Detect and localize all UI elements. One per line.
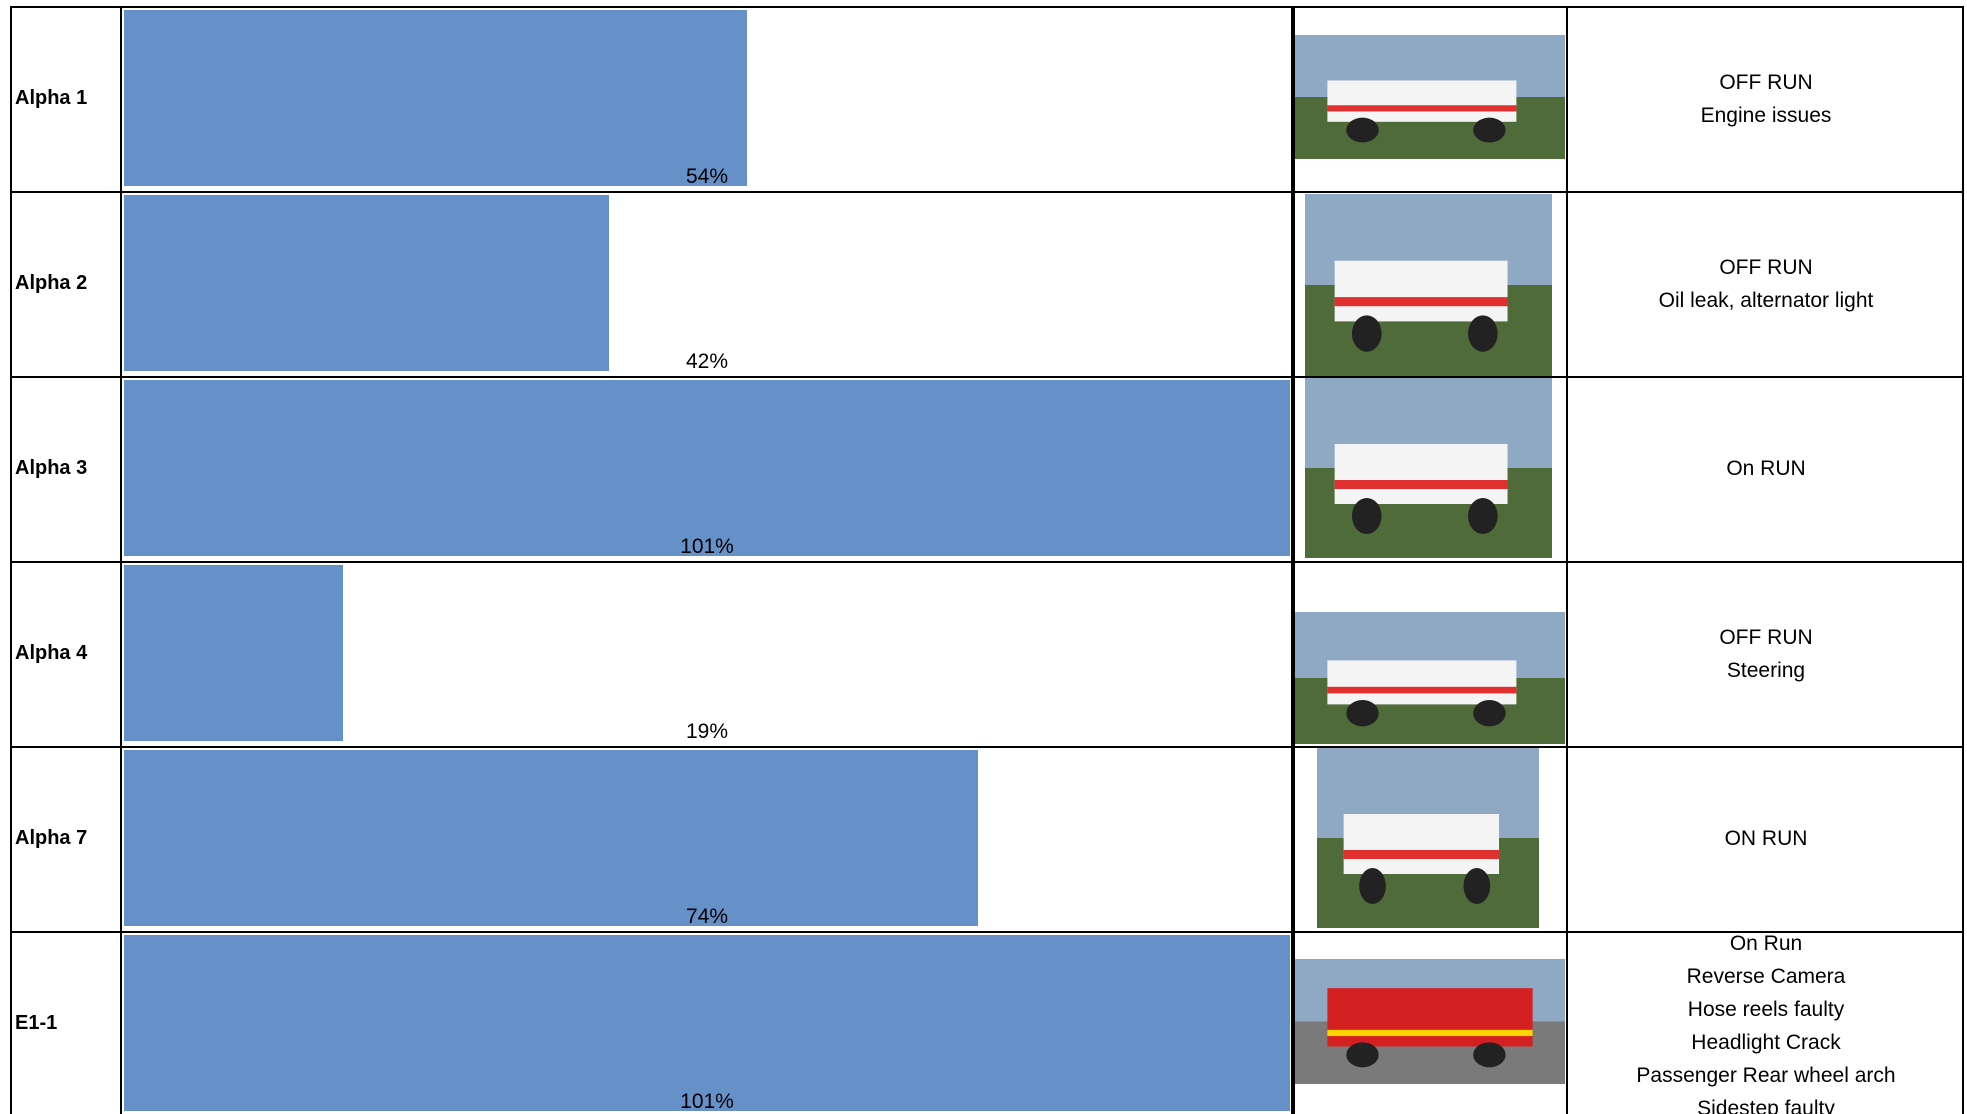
status-line: On RUN [1726, 457, 1806, 480]
status-line: On Run [1729, 932, 1803, 955]
value-label: 101% [680, 1090, 734, 1113]
bar [124, 195, 609, 371]
vehicle-photo [1295, 35, 1565, 159]
vehicle-name: Alpha 2 [15, 271, 88, 294]
vehicle-name: E1-1 [15, 1011, 58, 1034]
value-label: 42% [685, 350, 729, 373]
vehicle-photo [1305, 378, 1552, 558]
status-line: Sidestep faulty [1697, 1097, 1835, 1114]
bar [124, 380, 1290, 556]
vehicle-name: Alpha 1 [15, 86, 88, 109]
vehicle-name: Alpha 7 [15, 826, 88, 849]
value-label: 19% [685, 720, 729, 743]
value-label: 101% [680, 535, 734, 558]
status-line: ON RUN [1724, 827, 1808, 850]
status-line: Reverse Camera [1686, 965, 1846, 988]
value-label: 54% [685, 165, 729, 188]
vehicle-photo [1305, 194, 1552, 376]
status-line: Headlight Crack [1691, 1031, 1841, 1054]
status-text: On RUN [1568, 452, 1964, 485]
status-line: Hose reels faulty [1687, 998, 1845, 1021]
status-text: ON RUN [1568, 822, 1964, 855]
bar [124, 565, 344, 741]
status-line: Passenger Rear wheel arch [1636, 1064, 1896, 1087]
bar [124, 750, 979, 926]
vehicle-photo [1317, 748, 1539, 928]
status-line: OFF RUN [1719, 255, 1813, 279]
status-text: OFF RUN Engine issues [1568, 66, 1964, 132]
vehicle-name: Alpha 4 [15, 641, 88, 664]
status-line: OFF RUN [1719, 70, 1813, 94]
vehicle-photo [1295, 612, 1565, 744]
bar [124, 10, 748, 186]
status-text: On Run Reverse Camera Hose reels faulty Hea… [1568, 927, 1964, 1114]
status-line: Engine issues [1700, 103, 1832, 127]
bar [124, 935, 1290, 1111]
status-text: OFF RUN Oil leak, alternator light [1568, 251, 1964, 317]
status-text: OFF RUN Steering [1568, 621, 1964, 687]
vehicle-photo [1295, 959, 1565, 1084]
status-line: Steering [1726, 658, 1806, 682]
table-cell [120, 931, 1295, 1114]
status-line: OFF RUN [1719, 625, 1813, 649]
vehicle-name: Alpha 3 [15, 456, 88, 479]
table-cell [1566, 931, 1964, 1114]
status-line: Oil leak, alternator light [1658, 288, 1874, 312]
value-label: 74% [685, 905, 729, 928]
